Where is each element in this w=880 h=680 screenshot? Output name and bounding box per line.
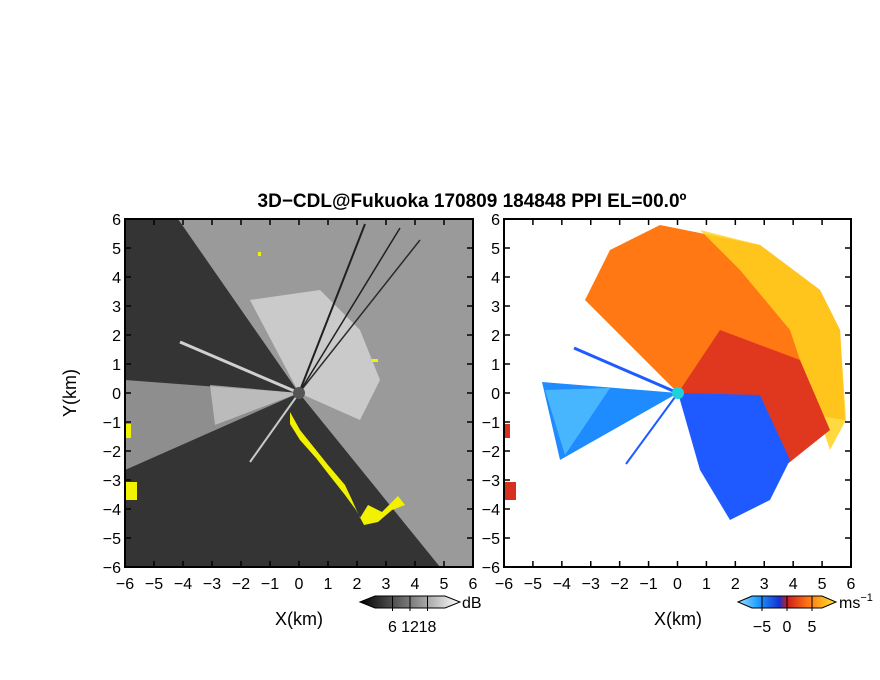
y-tick-label: −6 [482,560,500,577]
x-tick-label: −2 [232,576,250,593]
y-tick-label: −6 [103,560,121,577]
colorbar-tick-label: 18 [419,619,437,636]
x-tick-label: −3 [203,576,221,593]
reflectivity-ylabel: Y(km) [60,369,80,417]
reflectivity-axes: −6 −5 −4 −3 −2 −1 0 1 2 3 4 5 6 −6 −5 −4 −3 −2 −1 0 1 2 3 4 5 6 [103,212,478,593]
x-tick-label: −1 [639,576,657,593]
y-tick-label: 4 [491,270,500,287]
velocity-clutter-west-2 [504,482,516,500]
y-tick-label: −1 [103,415,121,432]
y-tick-label: 0 [112,386,121,403]
reflectivity-xlabel: X(km) [275,609,323,629]
x-tick-label: −2 [611,576,629,593]
y-tick-label: 5 [112,241,121,258]
colorbar-tick-label: 5 [808,619,817,636]
y-tick-label: −5 [103,531,121,548]
y-tick-label: 6 [112,212,121,229]
y-tick-label: 1 [112,357,121,374]
velocity-beam-2 [625,392,679,465]
y-tick-label: 3 [491,299,500,316]
colorbar-tick-label: 6 [388,619,397,636]
y-tick-label: 5 [491,241,500,258]
velocity-approaching-sector [678,393,790,520]
y-tick-label: −1 [482,415,500,432]
velocity-colorbar-unit-base: ms [839,595,860,612]
x-tick-label: −4 [174,576,192,593]
y-tick-label: −4 [482,502,500,519]
reflectivity-colorbar-unit: dB [462,595,482,612]
reflectivity-colorbar-ticks: 6 12 18 [388,596,437,636]
y-tick-label: −3 [103,473,121,490]
y-tick-label: 2 [112,328,121,345]
x-tick-label: 2 [731,576,740,593]
x-tick-label: 5 [440,576,449,593]
colorbar-tick-label: 0 [783,619,792,636]
x-tick-label: 1 [702,576,711,593]
reflectivity-beam-2 [249,392,300,463]
figure-title: 3D−CDL@Fukuoka 170809 184848 PPI EL=00.0… [258,191,687,212]
x-tick-label: 6 [847,576,856,593]
velocity-yellow-outer [700,230,846,450]
y-tick-label: −5 [482,531,500,548]
clutter-north [258,252,261,256]
velocity-xlabel: X(km) [654,609,702,629]
clutter-east [372,359,378,362]
x-tick-label: −5 [145,576,163,593]
reflectivity-dark-ray-2 [298,227,401,394]
velocity-axes: −6 −5 −4 −3 −2 −1 0 1 2 3 4 5 6 −6 −5 −4 −3 −2 −1 0 1 2 3 4 5 6 [482,212,856,593]
reflectivity-origin [293,387,305,399]
reflectivity-colorbar: dB 6 12 18 [358,595,482,636]
x-tick-label: −1 [261,576,279,593]
x-tick-label: 3 [760,576,769,593]
colorbar-tick-label: 12 [401,619,419,636]
velocity-origin [672,387,684,399]
x-tick-label: −5 [524,576,542,593]
y-tick-label: 6 [491,212,500,229]
x-tick-label: 4 [789,576,798,593]
colorbar-tick-label: −5 [753,619,771,636]
y-tick-label: 4 [112,270,121,287]
y-tick-label: 2 [491,328,500,345]
y-tick-label: −4 [103,502,121,519]
velocity-colorbar-unit-exp: −1 [860,592,873,604]
x-tick-label: 6 [469,576,478,593]
y-tick-label: 0 [491,386,500,403]
velocity-west-light [545,388,610,455]
velocity-beam-1 [573,346,679,395]
y-tick-label: −3 [482,473,500,490]
reflectivity-beam-1 [179,340,300,395]
x-tick-label: 4 [411,576,420,593]
clutter-west-1 [125,424,131,438]
clutter-west-2 [125,482,137,500]
y-tick-label: −2 [103,444,121,461]
x-tick-label: 1 [324,576,333,593]
x-tick-label: −3 [582,576,600,593]
reflectivity-dark-ray-1 [298,223,366,394]
velocity-colorbar-unit: ms−1 [839,592,873,612]
x-tick-label: 3 [382,576,391,593]
reflectivity-west-core [210,385,299,425]
x-tick-label: 0 [295,576,304,593]
velocity-colorbar: ms−1 −5 0 5 [736,592,873,636]
y-tick-label: −2 [482,444,500,461]
velocity-panel: −6 −5 −4 −3 −2 −1 0 1 2 3 4 5 6 −6 −5 −4 −3 −2 −1 0 1 2 3 4 5 6 X… [482,212,873,636]
reflectivity-bright-core [250,290,380,420]
y-tick-label: 1 [491,357,500,374]
x-tick-label: −4 [553,576,571,593]
reflectivity-dark-ray-3 [298,239,421,394]
x-tick-label: 5 [818,576,827,593]
x-tick-label: −6 [495,576,513,593]
velocity-colorbar-ticks: −5 0 5 [753,596,817,636]
x-tick-label: −6 [116,576,134,593]
x-tick-label: 2 [353,576,362,593]
velocity-clutter-west-1 [504,424,510,438]
y-tick-label: 3 [112,299,121,316]
x-tick-label: 0 [673,576,682,593]
